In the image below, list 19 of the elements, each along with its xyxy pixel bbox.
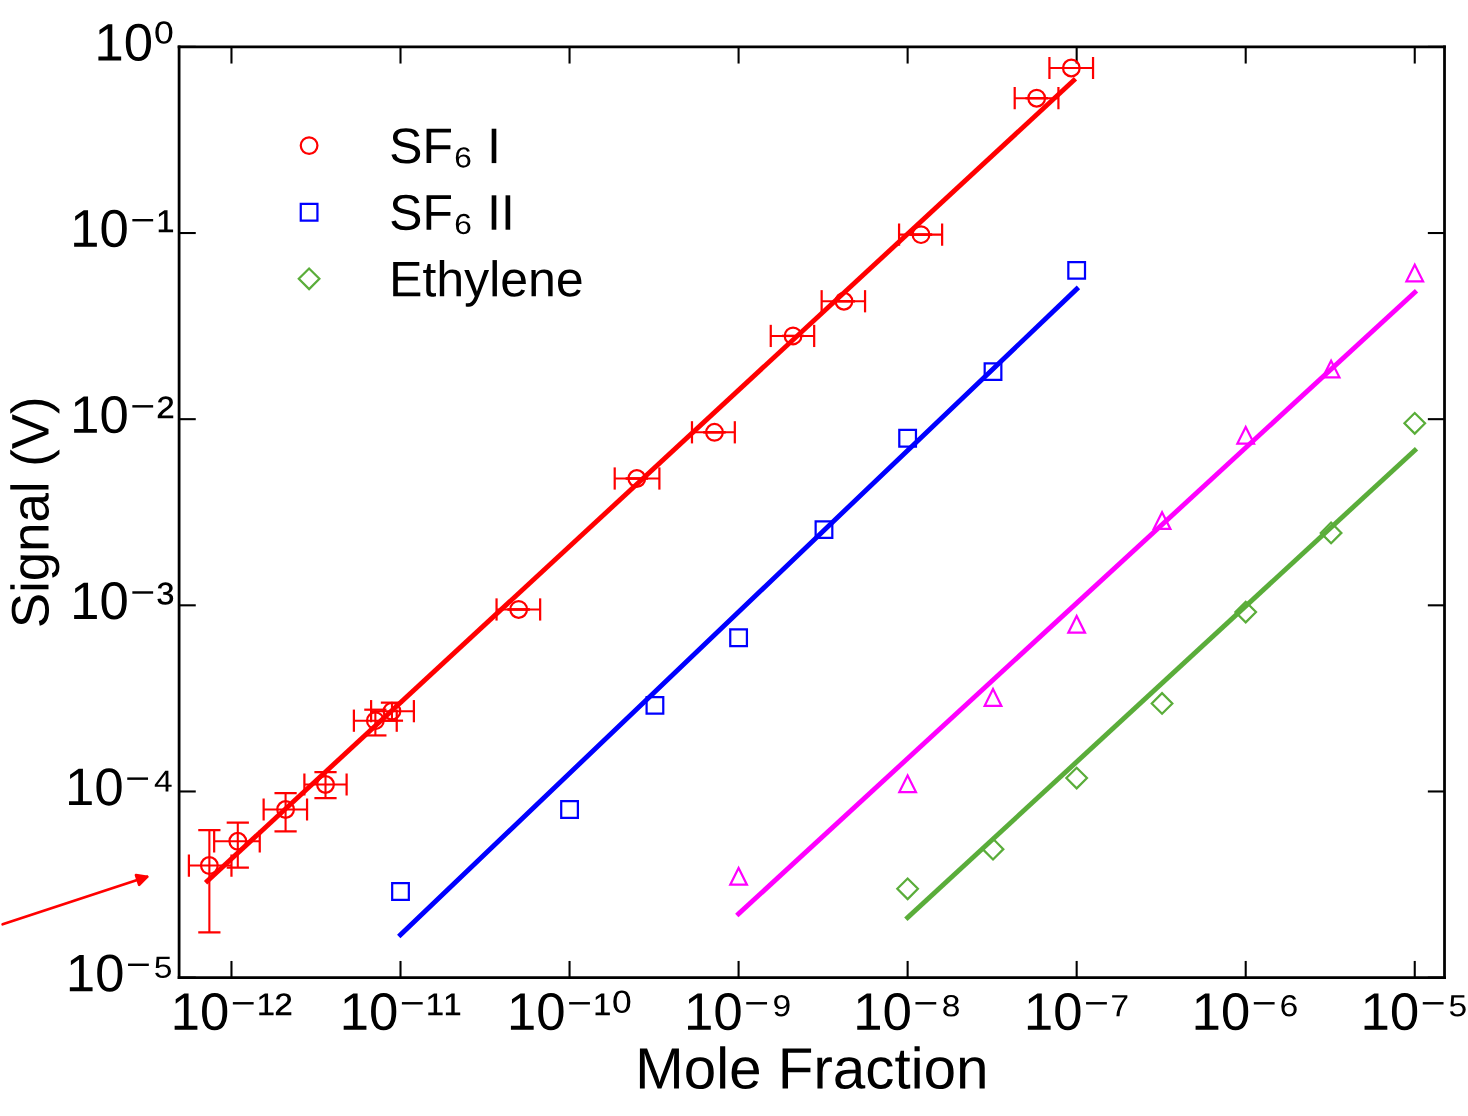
x-axis-title: Mole Fraction bbox=[639, 1046, 985, 1090]
x-tick-label: 10⁻¹² bbox=[174, 992, 292, 1031]
x-tick-label: 10⁻⁵ bbox=[1364, 992, 1466, 1031]
x-tick-label: 10⁻⁹ bbox=[688, 992, 790, 1031]
legend-label: Ethylene bbox=[393, 260, 582, 307]
y-tick-label: 10⁰ bbox=[98, 21, 173, 62]
legend-label: SF₆ I bbox=[391, 128, 497, 168]
y-tick-label: 10⁻¹ bbox=[74, 209, 174, 248]
y-tick-label: 10⁻² bbox=[74, 395, 174, 434]
x-tick-label: 10⁻⁷ bbox=[1027, 992, 1128, 1031]
y-axis-title: Signal (V) bbox=[10, 399, 60, 626]
legend-label: SF₆ II bbox=[391, 194, 511, 235]
x-tick-label: 10⁻⁸ bbox=[857, 992, 959, 1031]
y-tick-label: 10⁻⁴ bbox=[69, 768, 172, 806]
y-tick-label: 10⁻³ bbox=[74, 582, 174, 620]
y-tick-label: 10⁻⁵ bbox=[69, 954, 171, 992]
x-tick-label: 10⁻¹⁰ bbox=[510, 990, 631, 1031]
x-tick-label: 10⁻¹¹ bbox=[343, 992, 461, 1031]
x-tick-label: 10⁻⁶ bbox=[1195, 992, 1297, 1031]
